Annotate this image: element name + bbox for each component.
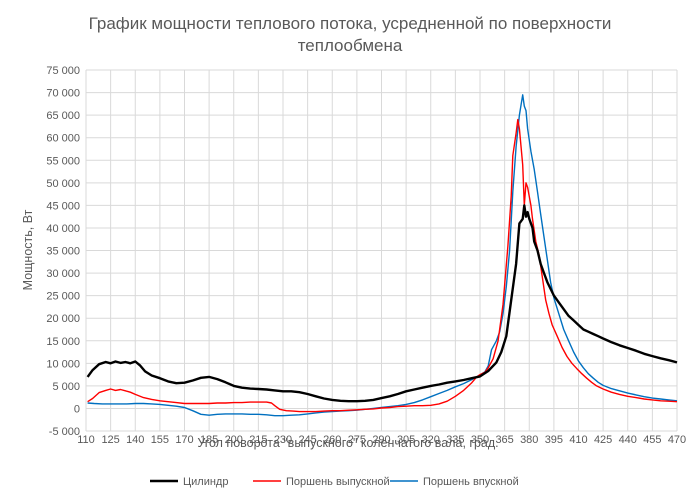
x-tick-label: 410 — [569, 434, 587, 446]
x-tick-label: 125 — [101, 434, 119, 446]
x-tick-label: 200 — [225, 434, 243, 446]
y-tick-label: 40 000 — [46, 223, 80, 235]
x-tick-label: 395 — [545, 434, 563, 446]
series-line — [86, 204, 678, 403]
series-line — [87, 94, 678, 417]
y-tick-label: 55 000 — [46, 155, 80, 167]
y-tick-label: 15 000 — [46, 336, 80, 348]
x-tick-label: 455 — [643, 434, 661, 446]
x-tick-label: 425 — [594, 434, 612, 446]
y-tick-label: 35 000 — [46, 246, 80, 258]
y-axis-label: Мощность, Вт — [21, 209, 35, 290]
y-tick-label: 70 000 — [46, 88, 80, 100]
x-tick-labels: 110 125 140 155 170 185 200 215 230 245 260 275 290 3… — [77, 434, 686, 446]
y-tick-label: 0 — [74, 403, 80, 415]
y-tick-label: 5 000 — [52, 381, 80, 393]
x-tick-label: 275 — [348, 434, 366, 446]
y-tick-label: 60 000 — [46, 133, 80, 145]
gridlines — [85, 69, 678, 432]
y-tick-label: 25 000 — [46, 291, 80, 303]
y-tick-label: 50 000 — [46, 178, 80, 190]
x-tick-label: 290 — [372, 434, 390, 446]
y-tick-label: 10 000 — [46, 358, 80, 370]
series-line — [87, 118, 678, 413]
x-tick-label: 215 — [249, 434, 267, 446]
x-tick-label: 170 — [175, 434, 193, 446]
legend-label: Поршень выпускной — [286, 476, 390, 488]
x-tick-label: 110 — [77, 434, 95, 446]
y-tick-label: 75 000 — [46, 65, 80, 77]
x-tick-label: 230 — [274, 434, 292, 446]
y-tick-labels: -5 000 0 5 000 10 000 15 000 20 000 25 000 30 0… — [46, 65, 80, 438]
x-tick-label: 245 — [298, 434, 316, 446]
x-tick-label: 365 — [495, 434, 513, 446]
y-tick-label: 45 000 — [46, 200, 80, 212]
legend: Цилиндр Поршень выпускной Поршень впускной — [150, 476, 519, 488]
x-tick-label: 380 — [520, 434, 538, 446]
y-tick-label: 20 000 — [46, 313, 80, 325]
legend-label: Цилиндр — [183, 476, 228, 488]
x-tick-label: 185 — [200, 434, 218, 446]
y-tick-label: 30 000 — [46, 268, 80, 280]
x-tick-label: 260 — [323, 434, 341, 446]
y-tick-label: 65 000 — [46, 110, 80, 122]
x-axis-label: Угол поворота "выпускного" коленчатого в… — [197, 436, 498, 450]
x-tick-label: 320 — [422, 434, 440, 446]
y-tick-label: -5 000 — [49, 426, 80, 438]
chart-title-line-2: теплообмена — [298, 36, 403, 55]
x-tick-label: 335 — [446, 434, 464, 446]
legend-label: Поршень впускной — [423, 476, 519, 488]
x-tick-label: 440 — [619, 434, 637, 446]
x-tick-label: 470 — [668, 434, 686, 446]
chart-title-line-1: График мощности теплового потока, усредн… — [89, 14, 612, 33]
x-tick-label: 305 — [397, 434, 415, 446]
x-tick-label: 350 — [471, 434, 489, 446]
x-tick-label: 140 — [126, 434, 144, 446]
series-lines — [86, 94, 678, 417]
x-tick-label: 155 — [151, 434, 169, 446]
